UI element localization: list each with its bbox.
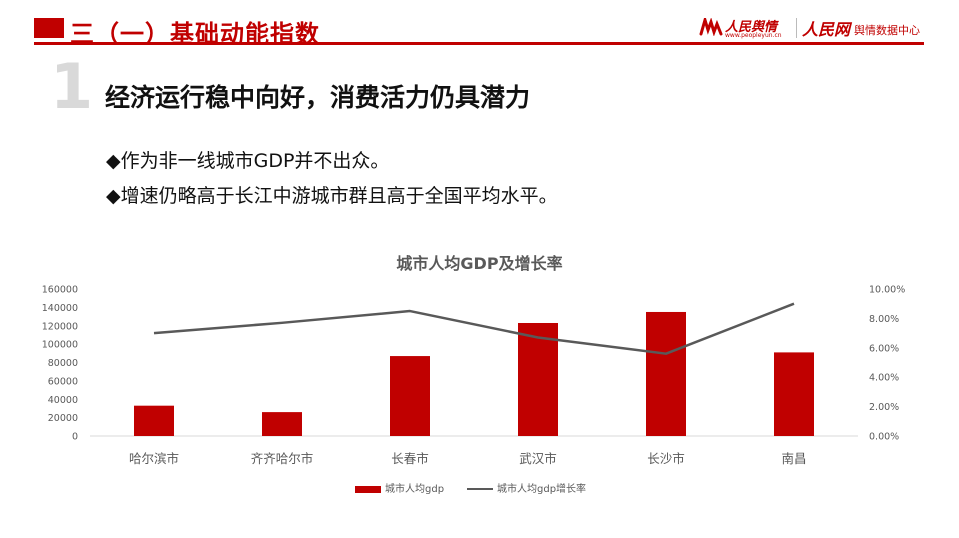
y-left-tick-label: 0 bbox=[72, 432, 78, 443]
y-left-tick-label: 80000 bbox=[48, 358, 78, 369]
bar bbox=[646, 311, 686, 436]
y-left-tick-label: 160000 bbox=[42, 285, 78, 296]
section-number: 1 bbox=[50, 50, 94, 123]
bar bbox=[518, 322, 558, 436]
x-tick-label: 齐齐哈尔市 bbox=[251, 451, 314, 466]
legend-swatch-line bbox=[467, 488, 493, 490]
logo-text-2: 人民网 bbox=[802, 20, 851, 39]
bar bbox=[774, 352, 814, 436]
legend-label-line: 城市人均gdp增长率 bbox=[497, 484, 587, 495]
header-bar: 三（一）基础动能指数 人民舆情 www.peopleyun.cn 人民网 舆情数… bbox=[34, 14, 924, 48]
growth-rate-line bbox=[153, 302, 795, 355]
y-right-tick-label: 8.00% bbox=[869, 314, 899, 325]
bar bbox=[390, 356, 430, 436]
bullet-point: ◆作为非一线城市GDP并不出众。 bbox=[106, 150, 390, 172]
x-tick-label: 南昌 bbox=[781, 451, 806, 466]
logo-url-1: www.peopleyun.cn bbox=[725, 32, 782, 39]
y-left-tick-label: 100000 bbox=[42, 340, 78, 351]
combo-chart: 160000 140000 120000 100000 80000 60000 40000 2… bbox=[42, 285, 906, 467]
y-right-tick-label: 4.00% bbox=[869, 373, 899, 384]
y-left-tick-label: 40000 bbox=[48, 395, 78, 406]
legend-item-line: 城市人均gdp增长率 bbox=[467, 480, 586, 495]
people-opinion-logo: 人民舆情 www.peopleyun.cn bbox=[699, 16, 791, 40]
bar bbox=[134, 405, 174, 436]
legend-label-bar: 城市人均gdp bbox=[385, 484, 445, 495]
x-tick-label: 哈尔滨市 bbox=[129, 451, 179, 466]
x-tick-label: 长春市 bbox=[391, 451, 429, 466]
header-square-icon bbox=[34, 18, 64, 38]
header-underline bbox=[34, 42, 924, 45]
section-title: 经济运行稳中向好，消费活力仍具潜力 bbox=[105, 83, 531, 112]
x-tick-label: 武汉市 bbox=[519, 451, 557, 466]
people-logo-icon bbox=[699, 18, 723, 36]
chart-title: 城市人均GDP及增长率 bbox=[396, 254, 563, 273]
logo-sub-2: 舆情数据中心 bbox=[854, 24, 920, 37]
y-right-tick-label: 2.00% bbox=[869, 402, 899, 413]
logo-divider bbox=[796, 18, 797, 38]
y-left-tick-label: 60000 bbox=[48, 376, 78, 387]
y-left-tick-label: 120000 bbox=[42, 321, 78, 332]
y-right-tick-label: 10.00% bbox=[869, 285, 905, 296]
logo-group: 人民舆情 www.peopleyun.cn 人民网 舆情数据中心 bbox=[699, 16, 924, 40]
bullet-point: ◆增速仍略高于长江中游城市群且高于全国平均水平。 bbox=[106, 185, 558, 207]
y-right-tick-label: 0.00% bbox=[869, 432, 899, 443]
people-net-logo: 人民网 舆情数据中心 bbox=[802, 16, 924, 40]
legend-item-bar: 城市人均gdp bbox=[355, 480, 444, 495]
y-left-tick-label: 140000 bbox=[42, 303, 78, 314]
x-tick-label: 长沙市 bbox=[647, 451, 685, 466]
logo-text-1: 人民舆情 bbox=[725, 20, 778, 35]
y-right-tick-label: 6.00% bbox=[869, 343, 899, 354]
chart-legend: 城市人均gdp 城市人均gdp增长率 bbox=[0, 480, 959, 496]
legend-swatch-bar bbox=[355, 485, 381, 493]
y-left-tick-label: 20000 bbox=[48, 413, 78, 424]
bar bbox=[262, 412, 302, 436]
